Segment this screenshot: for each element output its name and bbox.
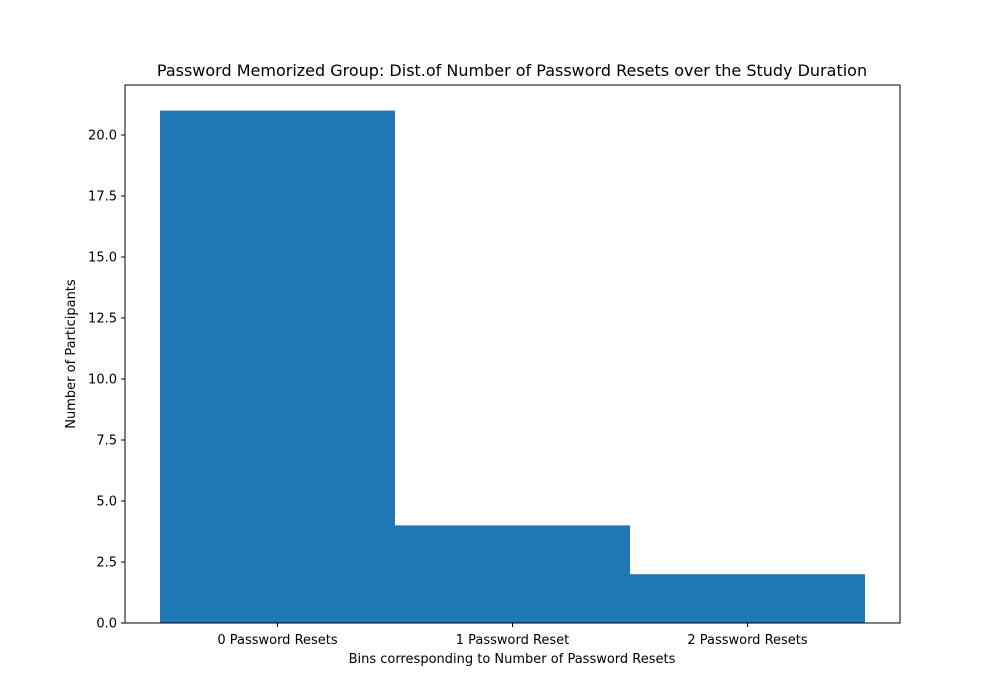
y-tick-label: 17.5 (88, 190, 117, 205)
bar-1 (395, 525, 630, 623)
x-axis-title: Bins corresponding to Number of Password… (349, 652, 676, 667)
y-tick-label: 15.0 (88, 251, 117, 266)
y-axis-ticks: 0.0 2.5 5.0 7.5 10.0 12.5 15.0 17.5 20.0 (88, 129, 125, 632)
x-tick-label: 1 Password Reset (456, 633, 570, 648)
x-axis-ticks: 0 Password Resets 1 Password Reset 2 Passw… (217, 623, 808, 648)
x-tick-label: 0 Password Resets (217, 633, 338, 648)
y-tick-label: 7.5 (96, 434, 117, 449)
y-tick-label: 12.5 (88, 312, 117, 327)
chart-title: Password Memorized Group: Dist.of Number… (157, 61, 867, 80)
bar-2 (630, 574, 865, 623)
y-axis-title: Number of Participants (64, 279, 79, 429)
y-tick-label: 0.0 (96, 617, 117, 632)
x-tick-label: 2 Password Resets (687, 633, 808, 648)
y-tick-label: 10.0 (88, 373, 117, 388)
y-tick-label: 20.0 (88, 129, 117, 144)
bars-group (160, 110, 865, 624)
y-tick-label: 5.0 (96, 495, 117, 510)
bar-0 (160, 110, 395, 624)
plot-frame (124, 84, 901, 624)
y-tick-label: 2.5 (96, 556, 117, 571)
